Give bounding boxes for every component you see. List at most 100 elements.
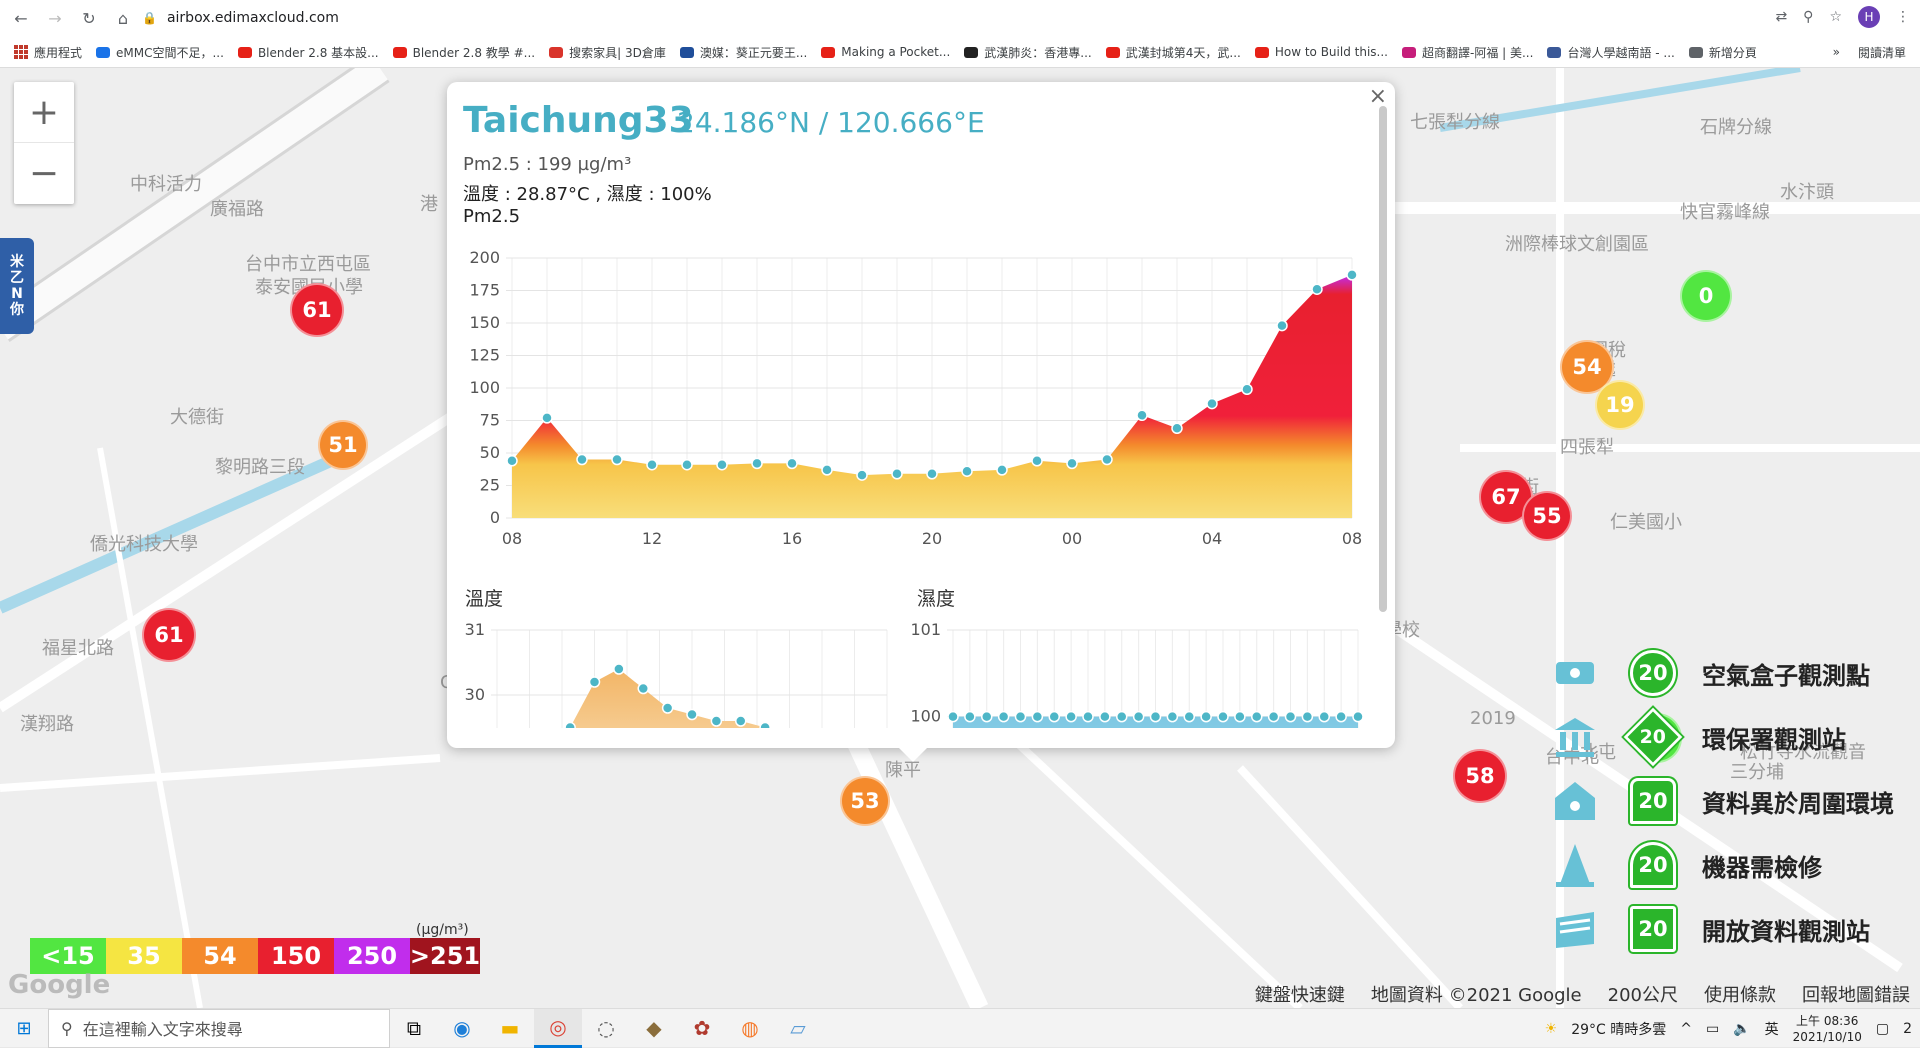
bookmarks-more-button[interactable]: » [1832, 45, 1840, 59]
data-point[interactable] [1346, 269, 1358, 281]
data-point[interactable] [564, 721, 576, 729]
data-point[interactable] [1183, 710, 1195, 723]
data-point[interactable] [891, 468, 903, 480]
forward-icon[interactable]: → [48, 8, 62, 28]
data-point[interactable] [786, 457, 798, 470]
data-point[interactable] [1171, 422, 1183, 435]
blender-icon[interactable]: ◍ [741, 1016, 759, 1040]
data-point[interactable] [759, 721, 771, 729]
aqi-marker[interactable]: 58 [1453, 749, 1507, 803]
weather-text[interactable]: 29°C 晴時多雲 [1571, 1021, 1667, 1038]
volume-icon[interactable]: 🔈 [1733, 1020, 1751, 1037]
side-tab[interactable]: 米 乙 N 你 [0, 238, 34, 334]
data-point[interactable] [716, 458, 728, 471]
star-icon[interactable]: ☆ [1829, 9, 1842, 25]
aqi-marker[interactable]: 19 [1595, 380, 1645, 430]
file-explorer-icon[interactable]: ▬ [500, 1016, 520, 1040]
profile-avatar[interactable]: H [1858, 6, 1880, 28]
bookmark-item[interactable]: 澳媒：葵正元要王... [679, 44, 807, 61]
data-point[interactable] [588, 676, 601, 688]
zoom-in-button[interactable]: + [14, 82, 74, 143]
taskbar-search[interactable]: ⚲ 在這裡輸入文字來搜尋 [48, 1008, 390, 1048]
data-point[interactable] [1101, 453, 1113, 466]
data-point[interactable] [981, 710, 993, 723]
aqi-marker[interactable]: 55 [1522, 491, 1572, 541]
chrome-icon[interactable]: ◎ [534, 1008, 582, 1048]
data-point[interactable] [1116, 710, 1128, 723]
data-point[interactable] [613, 663, 625, 675]
data-point[interactable] [1352, 710, 1364, 723]
back-icon[interactable]: ← [14, 8, 28, 28]
data-point[interactable] [686, 708, 698, 721]
map-footer-link[interactable]: 鍵盤快速鍵 [1254, 985, 1345, 1006]
bookmark-item[interactable]: Blender 2.8 教學 #... [392, 44, 535, 61]
data-point[interactable] [1166, 710, 1179, 723]
aqi-marker[interactable]: 51 [318, 420, 368, 470]
data-point[interactable] [1234, 710, 1246, 723]
zoom-icon[interactable]: ⚲ [1803, 9, 1814, 25]
edge-icon[interactable]: ◉ [453, 1016, 471, 1040]
tray-chevron-icon[interactable]: ^ [1680, 1020, 1692, 1037]
task-view-icon[interactable]: ⧉ [406, 1016, 422, 1040]
data-point[interactable] [681, 458, 693, 471]
data-point[interactable] [961, 465, 973, 477]
data-point[interactable] [1276, 319, 1288, 332]
data-point[interactable] [735, 715, 747, 727]
data-point[interactable] [1132, 710, 1145, 723]
bookmark-item[interactable]: Blender 2.8 基本設... [237, 44, 379, 61]
bookmark-item[interactable]: eMMC空間不足，... [96, 44, 224, 61]
data-point[interactable] [997, 710, 1010, 723]
clock[interactable]: 上午 08:36 2021/10/10 [1793, 1013, 1862, 1045]
data-point[interactable] [646, 458, 658, 471]
notification-icon[interactable]: ▢ [1875, 1020, 1890, 1037]
bookmark-item[interactable]: 台灣人學越南語 - ... [1547, 44, 1675, 61]
bookmark-item[interactable]: 超商翻譯-阿福 | 美... [1401, 44, 1533, 61]
data-point[interactable] [1267, 710, 1280, 723]
data-point[interactable] [1251, 710, 1263, 723]
data-point[interactable] [710, 715, 723, 727]
aqi-marker[interactable]: 61 [290, 283, 344, 337]
reload-icon[interactable]: ↻ [82, 8, 96, 28]
bookmark-item[interactable]: 應用程式 [14, 44, 82, 61]
address-bar[interactable]: 🔒 airbox.edimaxcloud.com [142, 5, 1752, 31]
data-point[interactable] [1200, 710, 1212, 723]
bookmark-item[interactable]: 搜索家具| 3D倉庫 [549, 44, 666, 61]
aqi-marker[interactable]: 61 [142, 608, 196, 662]
app-icon-3[interactable]: ✿ [693, 1016, 711, 1040]
windows-start-icon[interactable]: ⊞ [16, 1017, 32, 1039]
map-canvas[interactable]: 中科活力廣福路台中市立西屯區泰安國民小學黎明路三段僑光科技大學福星北路漢翔路中央… [0, 68, 1920, 1008]
aqi-marker[interactable]: 53 [840, 776, 890, 826]
data-point[interactable] [637, 682, 649, 695]
data-point[interactable] [1066, 457, 1078, 470]
menu-icon[interactable]: ⋮ [1896, 9, 1910, 25]
bookmark-item[interactable]: 武漢封城第4天，武... [1105, 44, 1241, 61]
data-point[interactable] [751, 457, 763, 470]
data-point[interactable] [996, 464, 1008, 476]
map-footer-link[interactable]: 回報地圖錯誤 [1802, 985, 1910, 1006]
reading-list-button[interactable]: 閱讀清單 [1857, 45, 1906, 60]
data-point[interactable] [1206, 397, 1218, 410]
data-point[interactable] [541, 412, 553, 424]
data-point[interactable] [1318, 710, 1330, 723]
app-icon-4[interactable]: ▱ [790, 1016, 806, 1040]
data-point[interactable] [1031, 455, 1043, 467]
map-footer-link[interactable]: 地圖資料 ©2021 Google [1370, 985, 1582, 1006]
data-point[interactable] [611, 453, 623, 466]
data-point[interactable] [1149, 710, 1162, 723]
data-point[interactable] [1217, 710, 1229, 723]
data-point[interactable] [856, 469, 868, 481]
popup-scrollbar[interactable] [1379, 106, 1387, 612]
data-point[interactable] [926, 468, 938, 480]
map-footer-link[interactable]: 使用條款 [1704, 985, 1776, 1006]
data-point[interactable] [1082, 710, 1094, 723]
bookmark-item[interactable]: Making a Pocket... [821, 45, 950, 59]
bookmark-item[interactable]: How to Build this... [1254, 45, 1388, 59]
zoom-out-button[interactable]: − [28, 153, 60, 194]
data-point[interactable] [576, 453, 588, 466]
data-point[interactable] [1241, 383, 1253, 396]
network-icon[interactable]: ▭ [1706, 1020, 1720, 1037]
data-point[interactable] [1014, 710, 1027, 723]
aqi-marker[interactable]: 67 [1479, 470, 1533, 524]
bookmark-item[interactable]: 武漢肺炎：香港專... [964, 44, 1092, 61]
data-point[interactable] [964, 710, 976, 723]
